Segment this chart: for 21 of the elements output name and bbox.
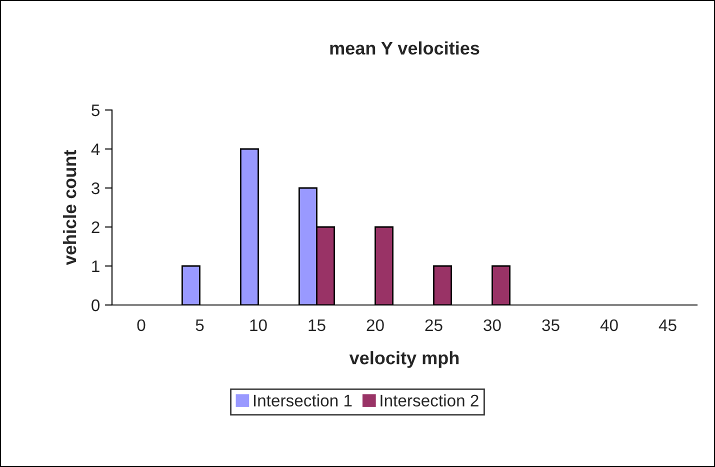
x-tick-label: 35 xyxy=(542,319,560,332)
x-tick-label: 20 xyxy=(366,319,384,332)
y-tick-label: 3 xyxy=(92,182,100,194)
y-tick-label: 1 xyxy=(92,260,100,272)
y-axis-title: vehicle count xyxy=(62,150,76,266)
x-tick-label: 15 xyxy=(308,320,326,332)
x-tick-label: 10 xyxy=(250,319,267,332)
x-tick-label: 30 xyxy=(484,319,501,332)
x-tick-label: 40 xyxy=(600,319,618,332)
y-tick-label: 5 xyxy=(92,104,100,116)
chart-title: mean Y velocities xyxy=(330,41,480,55)
x-tick-label: 0 xyxy=(137,319,146,332)
legend-label: Intersection 1 xyxy=(254,394,352,407)
y-tick-label: 4 xyxy=(91,144,100,156)
y-tick-label: 0 xyxy=(92,299,100,312)
legend-label: Intersection 2 xyxy=(380,394,478,407)
y-tick-label: 2 xyxy=(92,221,100,234)
x-tick-label: 45 xyxy=(658,320,676,332)
x-axis-title: velocity mph xyxy=(349,351,459,368)
x-tick-label: 5 xyxy=(196,320,204,332)
x-tick-label: 25 xyxy=(425,319,442,332)
